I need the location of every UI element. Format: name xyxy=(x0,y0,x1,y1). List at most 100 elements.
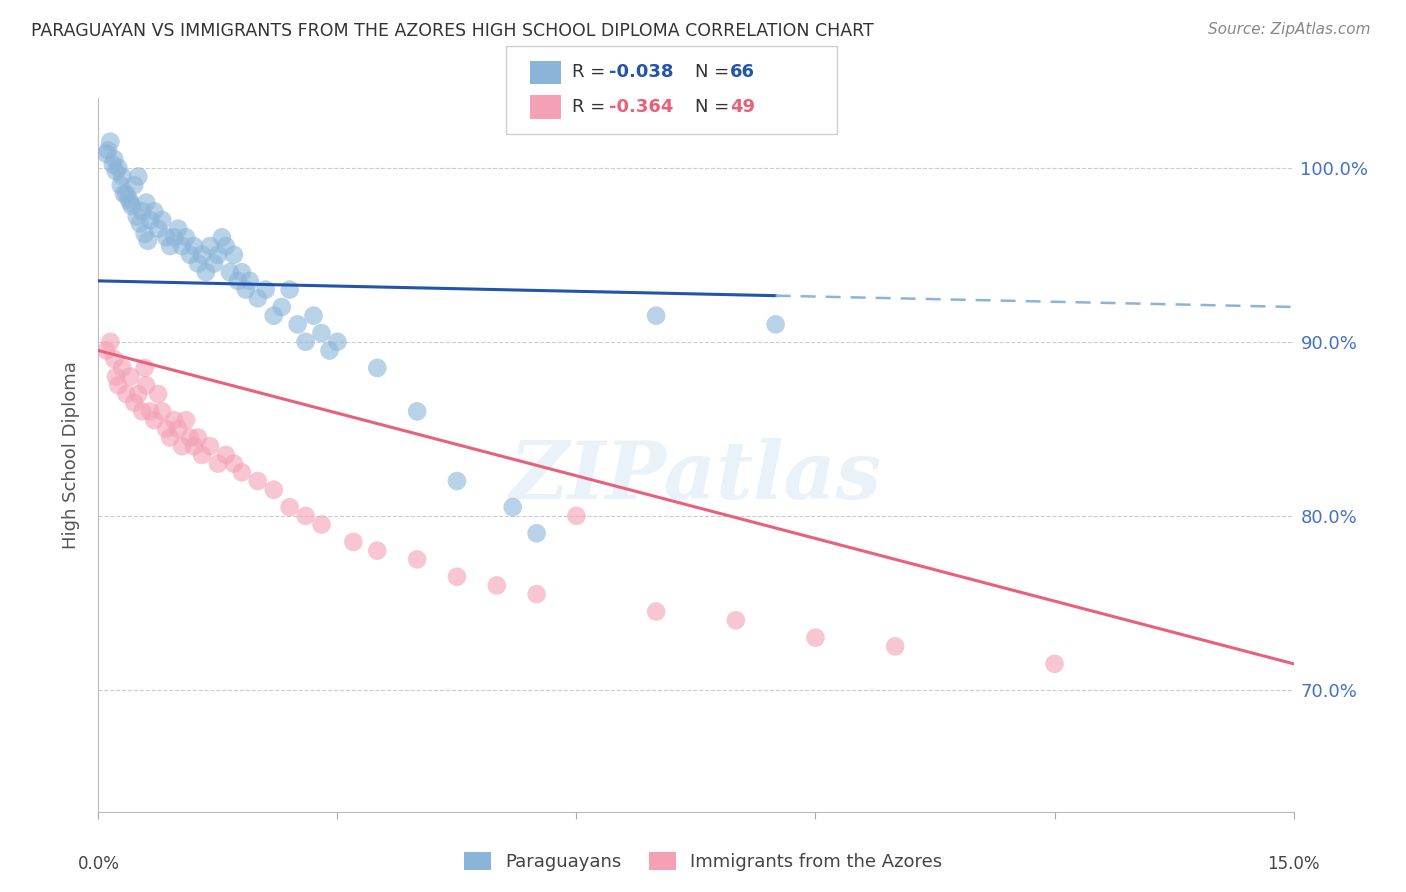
Text: 49: 49 xyxy=(730,98,755,116)
Point xyxy=(198,439,221,453)
Text: N =: N = xyxy=(695,63,734,81)
Point xyxy=(104,369,127,384)
Point xyxy=(231,466,253,480)
Point xyxy=(107,161,129,175)
Point xyxy=(191,248,214,262)
Point xyxy=(111,169,134,184)
Text: -0.364: -0.364 xyxy=(609,98,673,116)
Point xyxy=(120,195,142,210)
Point xyxy=(222,457,245,471)
Point xyxy=(219,265,242,279)
Point xyxy=(128,216,150,230)
Point xyxy=(270,300,292,314)
Point xyxy=(502,500,524,515)
Point xyxy=(195,265,218,279)
Point xyxy=(98,135,122,149)
Point xyxy=(1043,657,1066,671)
Point xyxy=(406,404,429,418)
Point xyxy=(246,291,269,305)
Point xyxy=(183,439,205,453)
Legend: Paraguayans, Immigrants from the Azores: Paraguayans, Immigrants from the Azores xyxy=(457,845,949,879)
Point xyxy=(222,248,245,262)
Point xyxy=(150,404,173,418)
Point xyxy=(235,283,257,297)
Point xyxy=(179,430,201,444)
Point xyxy=(446,570,468,584)
Text: N =: N = xyxy=(695,98,734,116)
Point xyxy=(342,535,364,549)
Point xyxy=(406,552,429,566)
Point xyxy=(135,195,157,210)
Point xyxy=(148,387,170,401)
Point xyxy=(191,448,214,462)
Point xyxy=(124,178,146,193)
Point xyxy=(155,230,177,244)
Point xyxy=(174,413,197,427)
Point xyxy=(139,213,162,227)
Point xyxy=(103,152,125,166)
Point xyxy=(326,334,349,349)
Point xyxy=(139,404,162,418)
Point xyxy=(124,395,146,409)
Point xyxy=(167,422,190,436)
Point xyxy=(187,430,209,444)
Point xyxy=(111,360,134,375)
Point xyxy=(174,230,197,244)
Point xyxy=(136,234,159,248)
Point xyxy=(239,274,262,288)
Point xyxy=(446,474,468,488)
Y-axis label: High School Diploma: High School Diploma xyxy=(62,361,80,549)
Point xyxy=(804,631,827,645)
Point xyxy=(115,186,138,201)
Point xyxy=(211,230,233,244)
Point xyxy=(311,326,333,340)
Point xyxy=(167,221,190,235)
Point xyxy=(143,204,166,219)
Point xyxy=(526,587,548,601)
Point xyxy=(172,439,194,453)
Point xyxy=(127,387,149,401)
Point xyxy=(131,204,153,219)
Point xyxy=(294,334,316,349)
Point xyxy=(565,508,588,523)
Point xyxy=(125,210,148,224)
Point xyxy=(724,613,747,627)
Point xyxy=(112,186,135,201)
Point xyxy=(131,404,153,418)
Text: 66: 66 xyxy=(730,63,755,81)
Text: PARAGUAYAN VS IMMIGRANTS FROM THE AZORES HIGH SCHOOL DIPLOMA CORRELATION CHART: PARAGUAYAN VS IMMIGRANTS FROM THE AZORES… xyxy=(31,22,873,40)
Point xyxy=(231,265,253,279)
Point xyxy=(318,343,340,358)
Text: Source: ZipAtlas.com: Source: ZipAtlas.com xyxy=(1208,22,1371,37)
Point xyxy=(311,517,333,532)
Point xyxy=(645,605,668,619)
Point xyxy=(143,413,166,427)
Point xyxy=(278,283,301,297)
Point xyxy=(155,422,177,436)
Point xyxy=(263,309,285,323)
Point xyxy=(198,239,221,253)
Point xyxy=(163,413,186,427)
Point xyxy=(226,274,249,288)
Text: ZIPatlas: ZIPatlas xyxy=(510,438,882,515)
Point xyxy=(110,178,132,193)
Point xyxy=(765,318,787,332)
Point xyxy=(179,248,201,262)
Point xyxy=(187,256,209,270)
Point xyxy=(645,309,668,323)
Text: -0.038: -0.038 xyxy=(609,63,673,81)
Point xyxy=(526,526,548,541)
Point xyxy=(159,239,181,253)
Point xyxy=(207,248,229,262)
Point xyxy=(121,199,143,213)
Point xyxy=(302,309,325,323)
Point xyxy=(278,500,301,515)
Point xyxy=(246,474,269,488)
Point xyxy=(148,221,170,235)
Text: R =: R = xyxy=(572,98,612,116)
Point xyxy=(96,146,118,161)
Text: 15.0%: 15.0% xyxy=(1267,855,1320,873)
Point xyxy=(103,352,125,367)
Point xyxy=(202,256,225,270)
Point xyxy=(118,192,141,206)
